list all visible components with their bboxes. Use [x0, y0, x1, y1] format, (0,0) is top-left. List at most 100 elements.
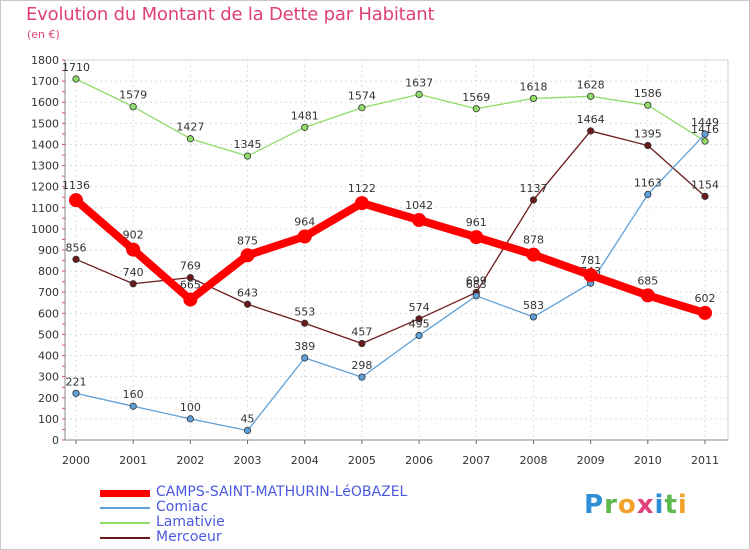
data-label: 964	[294, 215, 315, 228]
x-tick-label: 2001	[119, 454, 147, 467]
data-point	[186, 415, 194, 423]
chart-title: Evolution du Montant de la Dette par Hab…	[26, 4, 435, 25]
data-point	[72, 255, 80, 263]
data-label: 100	[180, 401, 201, 414]
data-point	[640, 288, 655, 303]
data-label: 878	[523, 234, 544, 247]
data-point	[243, 426, 252, 435]
y-tick-label: 0	[52, 434, 59, 447]
chart-subtitle: (en €)	[27, 28, 60, 41]
data-point	[72, 389, 80, 397]
data-label: 683	[466, 278, 487, 291]
x-tick-label: 2002	[176, 454, 204, 467]
data-point	[698, 305, 712, 320]
data-point	[186, 274, 194, 282]
data-point	[701, 137, 709, 145]
data-label: 856	[66, 241, 87, 254]
data-label: 1628	[577, 78, 605, 91]
data-point	[301, 123, 309, 131]
y-tick-label: 1500	[31, 117, 59, 130]
series-line	[75, 130, 706, 345]
data-point	[354, 196, 369, 211]
data-label: 1042	[405, 199, 433, 212]
data-point	[183, 292, 198, 307]
data-point	[472, 292, 480, 300]
data-point	[358, 339, 366, 348]
data-label: 553	[294, 305, 315, 318]
data-label: 1710	[62, 61, 90, 74]
data-point	[72, 75, 80, 83]
data-point	[701, 130, 709, 138]
data-point	[644, 190, 652, 199]
data-point	[301, 354, 309, 362]
x-tick-label: 2006	[405, 454, 433, 467]
data-label: 1637	[405, 76, 433, 89]
data-point	[129, 402, 137, 410]
data-point	[358, 104, 366, 112]
legend-swatch-lamativie	[100, 522, 150, 524]
y-tick-label: 600	[38, 307, 59, 320]
data-label: 1163	[634, 176, 662, 189]
legend-item-comiac: Comiac	[100, 499, 460, 517]
data-label: 643	[237, 286, 258, 299]
x-tick-label: 2005	[348, 454, 376, 467]
y-tick-label: 1700	[31, 75, 59, 88]
data-point	[587, 92, 595, 100]
data-label: 574	[409, 301, 430, 314]
data-label: 583	[523, 299, 544, 312]
data-label: 495	[409, 318, 430, 331]
logo-letter: o	[617, 490, 637, 520]
y-tick-label: 1400	[31, 138, 59, 151]
y-tick-label: 1000	[31, 223, 59, 236]
data-point	[529, 313, 538, 321]
data-label: 1449	[691, 116, 719, 129]
data-label: 1345	[234, 138, 262, 151]
logo-letter: P	[584, 490, 605, 520]
y-tick-label: 1600	[31, 96, 59, 109]
y-tick-label: 1300	[31, 160, 59, 173]
data-point	[587, 127, 595, 135]
data-point	[412, 213, 427, 228]
logo-letter: r	[604, 490, 618, 520]
y-tick-label: 1100	[31, 202, 59, 215]
data-label: 875	[237, 234, 258, 247]
data-label: 1154	[691, 178, 719, 191]
data-label: 769	[180, 260, 201, 273]
data-label: 902	[123, 229, 144, 242]
data-point	[415, 90, 423, 99]
data-point	[472, 105, 480, 113]
x-tick-label: 2004	[291, 454, 319, 467]
x-tick-label: 2011	[691, 454, 719, 467]
data-point	[358, 373, 366, 381]
y-tick-label: 200	[38, 392, 59, 405]
y-tick-label: 900	[38, 244, 59, 257]
data-point	[415, 315, 423, 323]
data-point	[701, 192, 709, 200]
data-point	[644, 141, 652, 150]
data-point	[126, 242, 141, 257]
y-tick-label: 500	[38, 328, 59, 341]
legend-item-camps-saint-mathurin: CAMPS-SAINT-MATHURIN-LéOBAZEL	[100, 484, 460, 502]
data-point	[529, 196, 538, 204]
data-label: 1586	[634, 87, 662, 100]
x-tick-label: 2003	[234, 454, 262, 467]
data-point	[644, 101, 652, 109]
y-tick-label: 800	[38, 265, 59, 278]
legend-swatch-mercoeur	[100, 537, 150, 539]
data-label: 699	[466, 274, 487, 287]
data-label: 221	[66, 375, 87, 388]
data-label: 685	[637, 274, 658, 287]
legend-label-camps-saint-mathurin: CAMPS-SAINT-MATHURIN-LéOBAZEL	[156, 484, 408, 500]
data-label: 160	[123, 388, 144, 401]
data-label: 1137	[519, 182, 547, 195]
data-point	[129, 103, 137, 111]
legend-item-lamativie: Lamativie	[100, 514, 460, 532]
data-label: 1579	[119, 89, 147, 102]
data-label: 1427	[176, 121, 204, 134]
data-point	[69, 193, 83, 208]
series-line	[75, 133, 706, 432]
logo-letter: i	[677, 490, 688, 520]
data-point	[415, 331, 423, 340]
x-tick-label: 2010	[634, 454, 662, 467]
